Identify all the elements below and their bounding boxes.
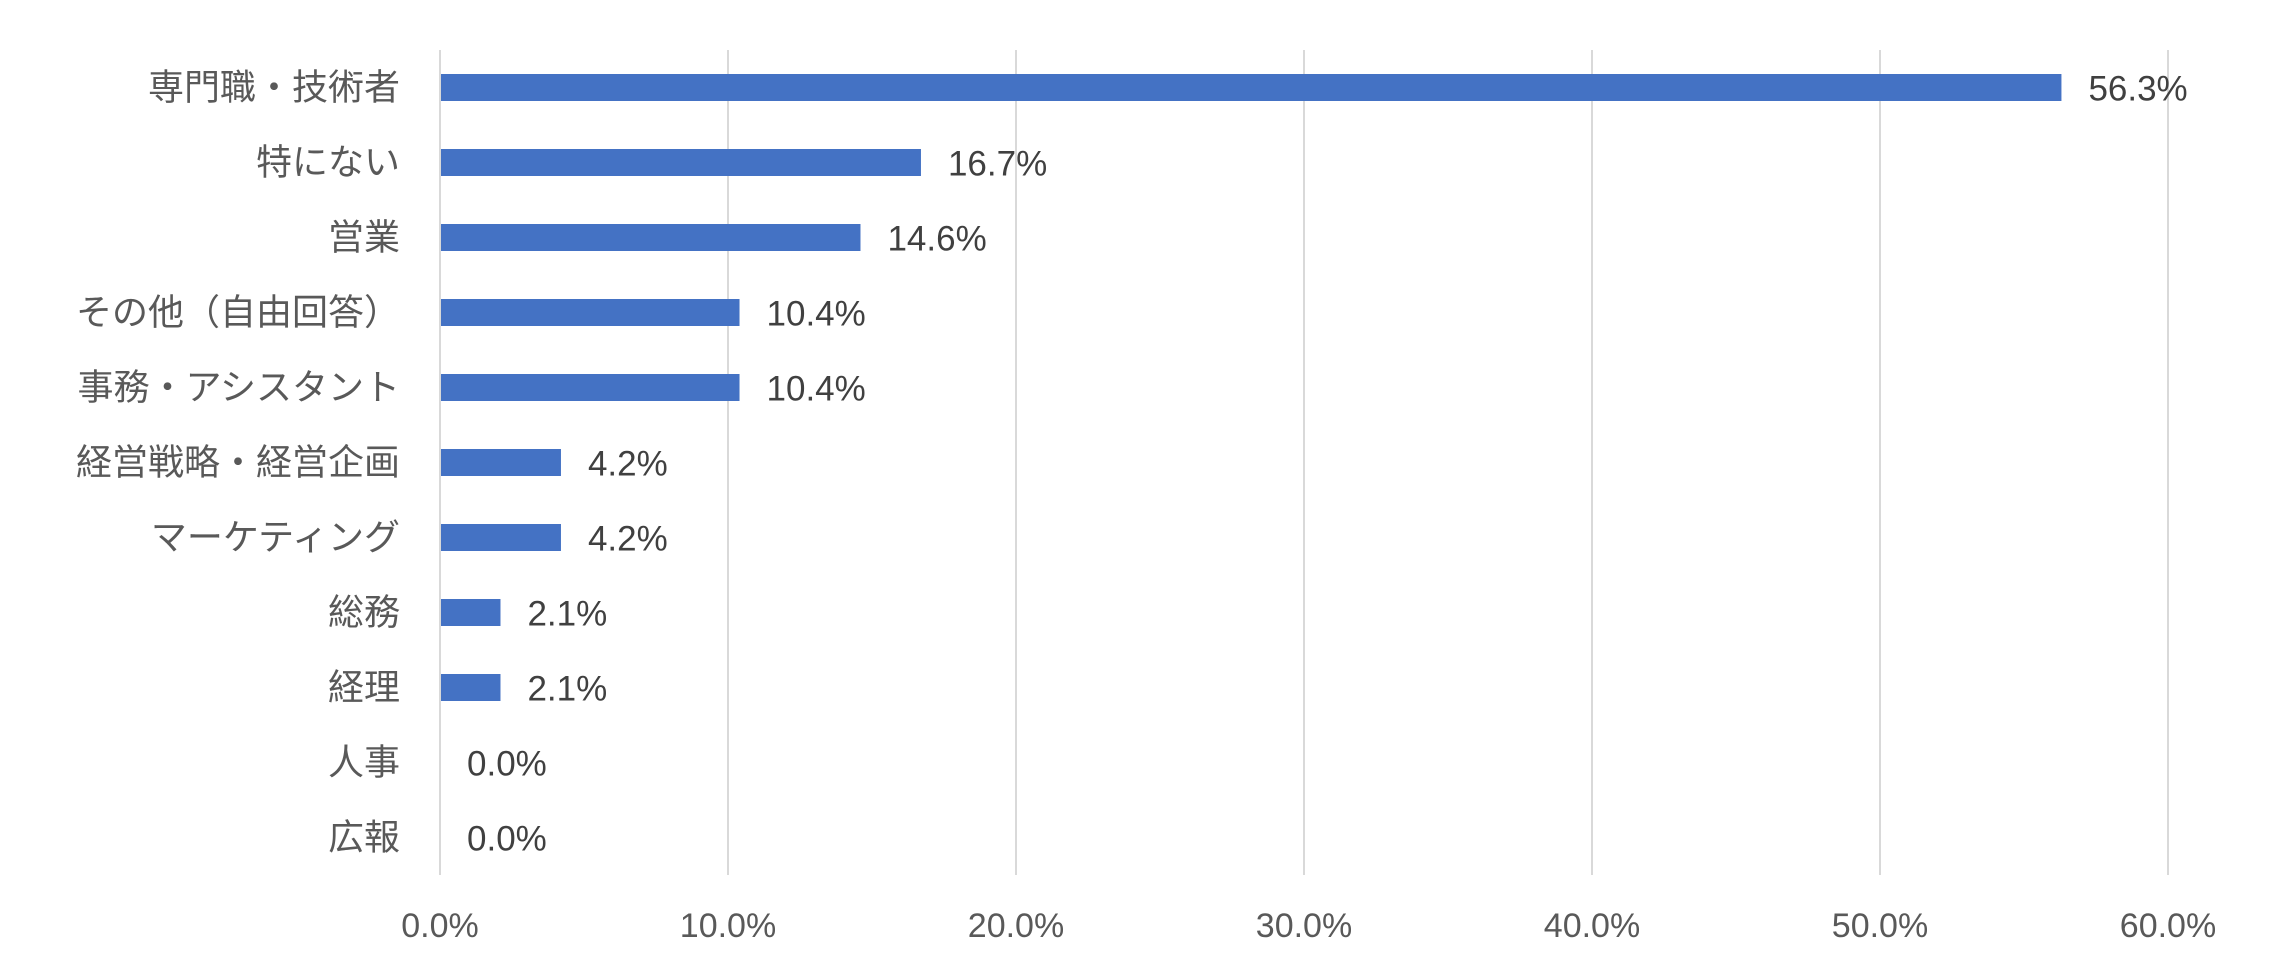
data-label: 14.6% — [887, 220, 986, 259]
category-label: その他（自由回答） — [76, 293, 400, 334]
data-label: 4.2% — [588, 520, 668, 559]
x-tick-label: 40.0% — [1544, 907, 1640, 945]
category-label: 事務・アシスタント — [77, 368, 400, 409]
bar — [441, 74, 2062, 101]
x-tick-label: 50.0% — [1832, 907, 1928, 945]
category-label: 特にない — [256, 143, 400, 184]
data-label: 4.2% — [588, 445, 668, 484]
bar — [441, 524, 561, 551]
category-label: 専門職・技術者 — [148, 68, 400, 109]
category-label: 経営戦略・経営企画 — [76, 443, 400, 484]
data-label: 2.1% — [527, 670, 607, 709]
category-label: マーケティング — [151, 518, 400, 559]
bar — [441, 599, 501, 626]
bar — [441, 224, 861, 251]
x-tick-label: 60.0% — [2120, 907, 2216, 945]
x-tick-label: 30.0% — [1256, 907, 1352, 945]
category-label: 経理 — [328, 668, 400, 709]
x-tick-label: 10.0% — [680, 907, 776, 945]
category-label: 総務 — [328, 593, 400, 634]
category-label: 人事 — [328, 743, 400, 784]
category-label: 広報 — [328, 818, 400, 859]
data-label: 10.4% — [767, 295, 866, 334]
bar — [441, 299, 740, 326]
bar — [441, 374, 740, 401]
data-label: 0.0% — [467, 745, 547, 784]
x-tick-label: 0.0% — [401, 907, 479, 945]
data-label: 2.1% — [527, 595, 607, 634]
x-tick-label: 20.0% — [968, 907, 1064, 945]
bar — [441, 149, 921, 176]
data-label: 56.3% — [2088, 70, 2187, 109]
bar — [441, 674, 501, 701]
bar — [441, 449, 561, 476]
data-label: 16.7% — [948, 145, 1047, 184]
data-label: 0.0% — [467, 820, 547, 859]
category-label: 営業 — [328, 218, 400, 259]
data-label: 10.4% — [767, 370, 866, 409]
